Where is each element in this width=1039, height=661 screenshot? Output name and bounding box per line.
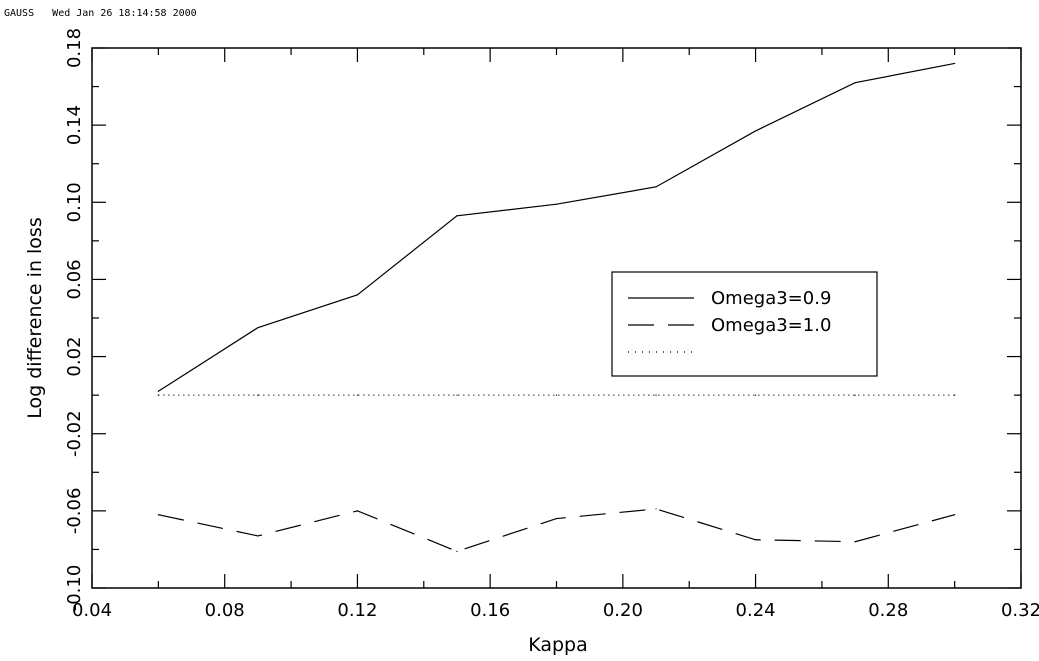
- y-axis-ticks: -0.10 -0.06 -0.02 0.02 0.06 0.10 0.14 0.18: [64, 28, 1021, 611]
- program-name: GAUSS: [4, 8, 35, 19]
- series-line-2: [158, 508, 955, 552]
- series-2-point: [655, 508, 657, 510]
- x-tick-label: 0.20: [603, 600, 643, 621]
- y-tick-label: -0.10: [64, 565, 85, 612]
- series-3-point: [754, 394, 757, 396]
- series-3-point: [555, 394, 558, 396]
- series-1-point: [754, 130, 757, 132]
- legend: Omega3=0.9 Omega3=1.0: [611, 271, 878, 377]
- series-3-point: [854, 394, 856, 396]
- series-1-point: [655, 186, 657, 188]
- y-tick-label: -0.06: [64, 488, 85, 535]
- series-2-point: [555, 517, 558, 520]
- y-tick-label: 0.10: [64, 182, 85, 222]
- chart-header: GAUSS Wed Jan 26 18:14:58 2000: [4, 8, 197, 19]
- y-tick-label: -0.02: [64, 410, 85, 457]
- series-3-point: [356, 394, 359, 396]
- x-tick-label: 0.12: [337, 600, 377, 621]
- y-tick-label: 0.02: [64, 337, 85, 377]
- series-2-point: [157, 514, 159, 516]
- series-1-point: [456, 215, 458, 217]
- series-3-point: [157, 394, 159, 396]
- timestamp: Wed Jan 26 18:14:58 2000: [52, 8, 197, 19]
- y-tick-label: 0.18: [64, 28, 85, 68]
- plot-frame: [91, 47, 1022, 589]
- series-1-point: [157, 390, 159, 392]
- series-3-point: [456, 394, 458, 396]
- y-axis-title: Log difference in loss: [24, 217, 46, 418]
- series-2-point: [456, 550, 458, 552]
- x-tick-label: 0.32: [1001, 600, 1039, 621]
- legend-box: [611, 271, 878, 377]
- series-1-point: [257, 327, 259, 329]
- y-tick-label: 0.14: [64, 105, 85, 145]
- series-3-point: [655, 394, 657, 396]
- x-axis-ticks: 0.04 0.08 0.12 0.16 0.20 0.24 0.28 0.32: [72, 48, 1039, 621]
- series-layer: [157, 62, 956, 552]
- y-tick-label: 0.06: [64, 259, 85, 299]
- series-1-point: [555, 203, 558, 205]
- series-1-point: [854, 82, 856, 84]
- legend-label-2: Omega3=1.0: [711, 315, 831, 336]
- series-2-point: [356, 510, 359, 512]
- series-2-point: [257, 535, 259, 537]
- x-axis-title: Kappa: [528, 634, 588, 656]
- x-tick-label: 0.16: [470, 600, 510, 621]
- legend-label-1: Omega3=0.9: [711, 288, 831, 309]
- series-2-point: [954, 514, 956, 516]
- x-tick-label: 0.28: [868, 600, 908, 621]
- series-1-point: [356, 294, 359, 296]
- series-2-point: [754, 539, 757, 541]
- x-tick-label: 0.24: [736, 600, 776, 621]
- series-3-point: [954, 394, 956, 396]
- series-1-point: [954, 62, 956, 65]
- series-3-point: [257, 394, 259, 396]
- x-tick-label: 0.08: [205, 600, 245, 621]
- x-tick-label: 0.04: [72, 600, 112, 621]
- series-2-point: [854, 541, 856, 543]
